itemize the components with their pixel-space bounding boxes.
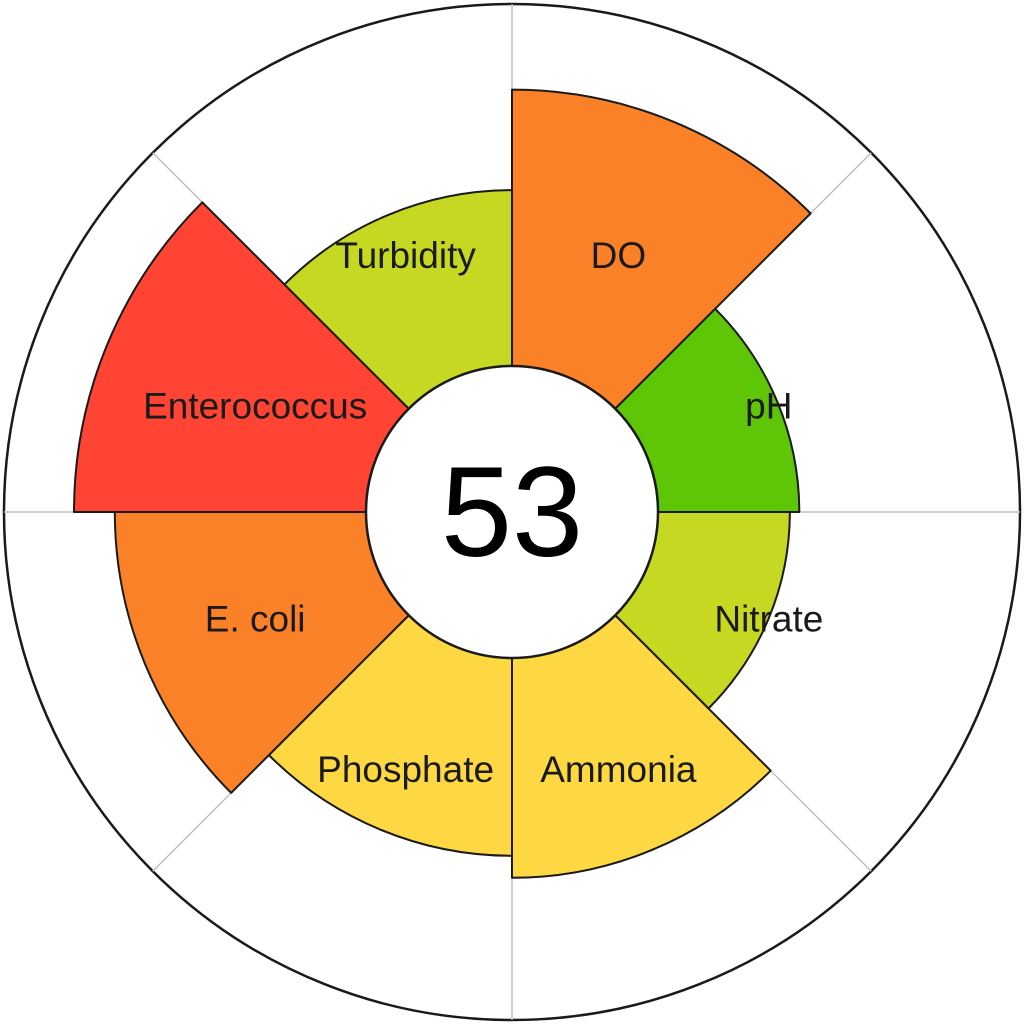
label-e-coli: E. coli xyxy=(205,598,306,639)
label-ammonia: Ammonia xyxy=(540,749,697,790)
label-do: DO xyxy=(591,235,647,276)
chart-segments xyxy=(72,88,812,879)
label-nitrate: Nitrate xyxy=(714,598,823,639)
label-enterococcus: Enterococcus xyxy=(143,386,367,427)
overall-score: 53 xyxy=(441,441,583,584)
center-score-disc xyxy=(364,364,660,660)
label-turbidity: Turbidity xyxy=(335,235,476,276)
label-ph: pH xyxy=(745,386,792,427)
chart-labels: DO pH Nitrate Ammonia Phosphate E. coli Entero… xyxy=(143,235,823,790)
label-phosphate: Phosphate xyxy=(317,749,494,790)
